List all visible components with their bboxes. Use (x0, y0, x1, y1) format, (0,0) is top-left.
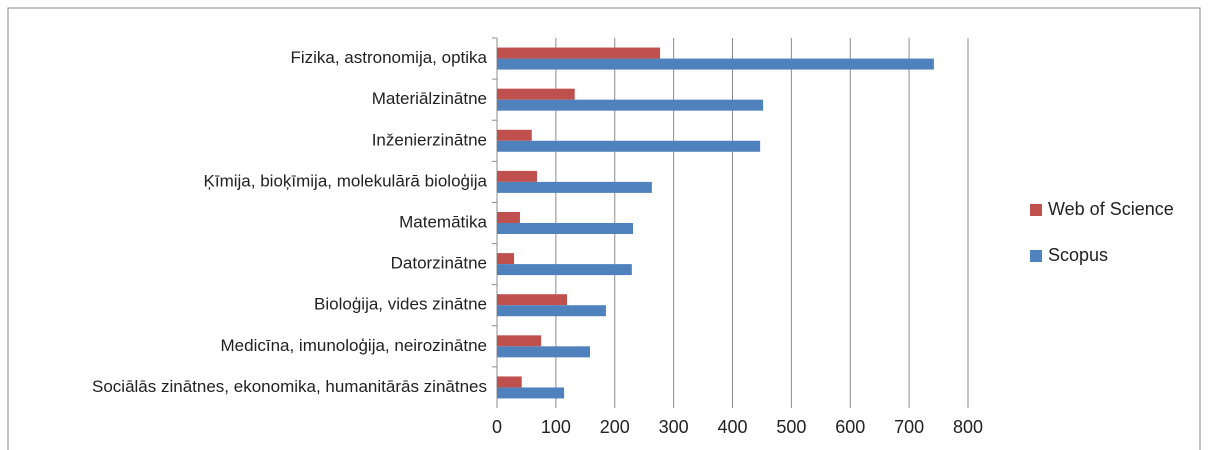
bar (497, 376, 522, 388)
bar (497, 181, 652, 193)
bar (497, 140, 761, 152)
y-tick-label: Sociālās zinātnes, ekonomika, humanitārā… (92, 377, 487, 396)
x-tick-label: 200 (600, 417, 630, 437)
x-tick-label: 700 (894, 417, 924, 437)
bar (497, 99, 764, 111)
bar (497, 88, 575, 100)
y-tick-label: Bioloģija, vides zinātne (314, 295, 487, 314)
legend-label: Scopus (1048, 245, 1108, 265)
bar (497, 212, 520, 223)
y-tick-label: Fizika, astronomija, optika (290, 48, 487, 67)
x-tick-label: 400 (717, 417, 747, 437)
bar (497, 223, 634, 234)
legend-label: Web of Science (1048, 199, 1174, 219)
y-tick-label: Materiālzinātne (372, 89, 487, 108)
bar (497, 47, 661, 59)
bar (497, 346, 591, 358)
legend-swatch (1030, 204, 1042, 216)
bar (497, 58, 934, 70)
bar (497, 129, 532, 141)
x-tick-label: 800 (953, 417, 983, 437)
x-tick-label: 500 (776, 417, 806, 437)
bar (497, 305, 606, 317)
x-tick-label: 300 (659, 417, 689, 437)
bar (497, 294, 568, 306)
y-tick-label: Ķīmija, bioķīmija, molekulārā bioloģija (204, 171, 488, 190)
x-tick-label: 100 (541, 417, 571, 437)
y-tick-label: Datorzinātne (391, 254, 487, 273)
bar (497, 335, 542, 347)
y-tick-label: Matemātika (399, 212, 487, 231)
legend-swatch (1030, 250, 1042, 262)
y-tick-label: Medicīna, imunoloģija, neirozinātne (221, 336, 488, 355)
chart-frame (7, 7, 1201, 450)
bar (497, 387, 565, 399)
bar (497, 170, 538, 182)
bar (497, 253, 515, 265)
y-tick-label: Inženierzinātne (372, 130, 487, 149)
x-tick-label: 600 (835, 417, 865, 437)
bar (497, 264, 632, 276)
x-tick-label: 0 (492, 417, 502, 437)
